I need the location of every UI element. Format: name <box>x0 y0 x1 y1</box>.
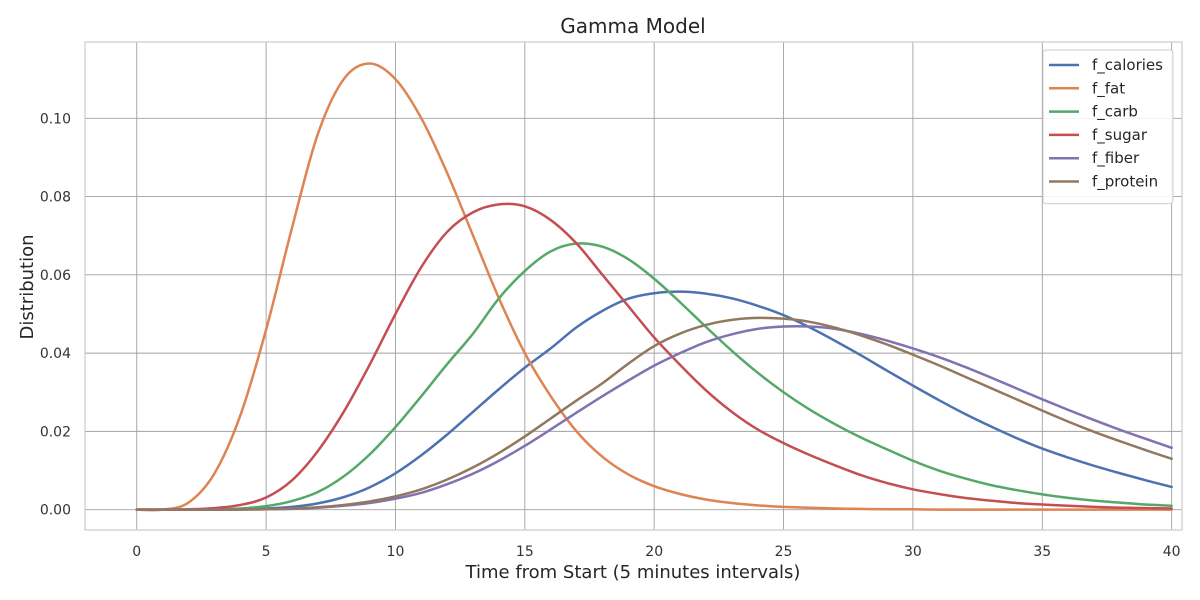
x-tick-label: 5 <box>262 544 271 560</box>
y-tick-label: 0.04 <box>40 346 71 362</box>
series-line-f-sugar <box>135 202 1173 511</box>
plot-frame <box>84 41 1183 531</box>
x-tick-label: 40 <box>1163 544 1181 560</box>
legend-label: f_fiber <box>1092 149 1140 168</box>
x-tick-label: 25 <box>775 544 793 560</box>
x-tick-label: 20 <box>645 544 663 560</box>
legend-label: f_fat <box>1092 79 1125 98</box>
plot-area <box>84 41 1183 531</box>
y-tick-label: 0.02 <box>40 424 71 440</box>
x-tick-label: 30 <box>904 544 922 560</box>
legend: f_calories f_fat f_carb f_sugar f_fiber f_pro… <box>1042 49 1174 205</box>
x-axis-ticks: 0 5 10 15 20 25 30 35 40 <box>132 544 1180 560</box>
legend-label: f_calories <box>1092 56 1163 75</box>
y-tick-label: 0.08 <box>40 190 71 206</box>
plot-background <box>85 42 1182 530</box>
legend-label: f_carb <box>1092 103 1138 122</box>
y-tick-label: 0.00 <box>40 503 71 519</box>
legend-label: f_sugar <box>1092 126 1148 145</box>
series-line-f-fat <box>135 62 1173 512</box>
y-tick-label: 0.06 <box>40 268 71 284</box>
y-axis-ticks: 0.00 0.02 0.04 0.06 0.08 0.10 <box>40 111 71 518</box>
chart-title: Gamma Model <box>560 14 705 38</box>
legend-label: f_protein <box>1092 173 1158 192</box>
series-line-f-protein <box>135 316 1173 511</box>
x-axis-title: Time from Start (5 minutes intervals) <box>465 562 801 583</box>
x-tick-label: 35 <box>1033 544 1051 560</box>
x-tick-label: 0 <box>132 544 141 560</box>
series-line-f-carb <box>135 242 1173 511</box>
y-tick-label: 0.10 <box>40 111 71 127</box>
x-tick-label: 10 <box>387 544 405 560</box>
y-axis-title: Distribution <box>17 234 38 339</box>
x-tick-label: 15 <box>516 544 534 560</box>
series-line-f-calories <box>135 290 1173 511</box>
series-lines <box>135 62 1173 512</box>
